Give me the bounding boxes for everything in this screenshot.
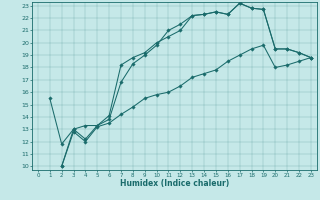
X-axis label: Humidex (Indice chaleur): Humidex (Indice chaleur) bbox=[120, 179, 229, 188]
